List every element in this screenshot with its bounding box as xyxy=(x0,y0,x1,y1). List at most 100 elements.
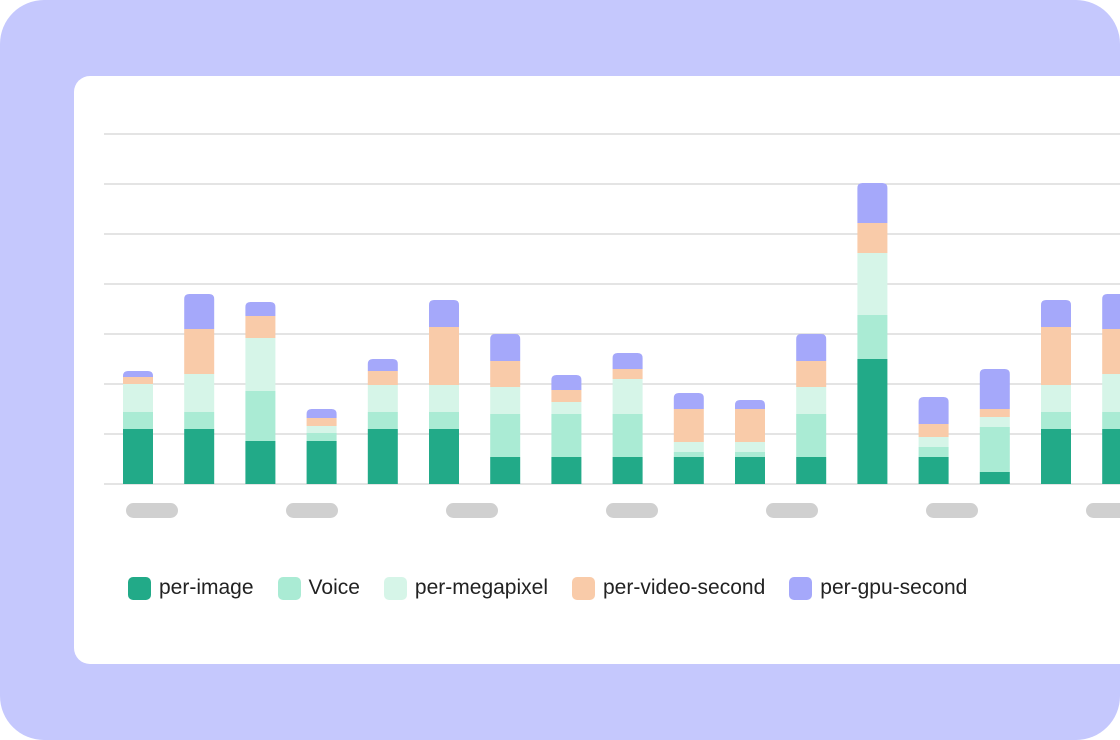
bar-segment-per-megapixel xyxy=(857,253,888,315)
legend-label: per-video-second xyxy=(603,576,766,599)
legend-label: per-megapixel xyxy=(414,576,548,599)
bar-segment-per-video-second xyxy=(367,371,398,385)
bar-segment-voice xyxy=(735,452,765,457)
x-tick-label-placeholder xyxy=(286,503,338,518)
bar-segment-per-gpu-second xyxy=(429,300,459,327)
bar-segment-per-megapixel xyxy=(184,374,215,412)
bar-segment-per-megapixel xyxy=(123,384,153,412)
bar-segment-per-image xyxy=(245,441,276,484)
bar-segment-voice xyxy=(429,412,459,429)
bar-segment-per-image xyxy=(367,429,398,484)
bar-segment-per-gpu-second xyxy=(673,393,704,409)
chart-card: per-image Voice per-megapixel per-video-… xyxy=(74,76,1120,664)
legend-item-per-image: per-image xyxy=(128,576,254,600)
bar-segment-per-image xyxy=(490,457,521,484)
x-tick-label-placeholder xyxy=(606,503,658,518)
bar-segment-per-video-second xyxy=(490,361,521,387)
bar-segment-voice xyxy=(367,412,398,429)
bar-segment-per-video-second xyxy=(979,409,1010,417)
bar-segment-voice xyxy=(673,452,704,457)
bar-segment-voice xyxy=(184,412,215,429)
bar-segment-per-megapixel xyxy=(1102,374,1120,412)
bar-segment-voice xyxy=(979,427,1010,472)
bar-stack xyxy=(184,294,215,484)
bar-segment-per-gpu-second xyxy=(857,183,888,223)
bar-segment-per-megapixel xyxy=(979,417,1010,427)
bar-stack xyxy=(918,397,949,484)
bar-segment-per-image xyxy=(1041,429,1071,484)
legend-item-per-gpu-second: per-gpu-second xyxy=(789,576,967,600)
x-tick-label-placeholder xyxy=(766,503,818,518)
bar-stack xyxy=(123,371,153,484)
legend-item-per-video-second: per-video-second xyxy=(572,576,765,600)
legend-swatch xyxy=(277,576,301,600)
bar-segment-per-gpu-second xyxy=(123,371,153,377)
bar-segment-per-video-second xyxy=(306,418,337,426)
bar-segment-per-image xyxy=(551,457,582,484)
bar-segment-per-image xyxy=(979,472,1010,484)
bar-segment-per-gpu-second xyxy=(367,359,398,371)
bar-stack xyxy=(245,302,276,484)
bar-segment-per-gpu-second xyxy=(245,302,276,316)
bar-segment-voice xyxy=(490,414,521,457)
legend-swatch xyxy=(572,576,595,600)
bar-stack xyxy=(1041,300,1071,484)
bar-segment-per-megapixel xyxy=(429,385,459,412)
bar-segment-voice xyxy=(245,391,276,441)
bar-stack xyxy=(429,300,459,484)
bar-segment-per-image xyxy=(735,457,765,484)
legend-label: per-image xyxy=(159,576,254,599)
bar-segment-voice xyxy=(612,414,643,457)
bar-segment-voice xyxy=(857,315,888,359)
bar-segment-per-megapixel xyxy=(551,402,582,414)
bar-segment-per-gpu-second xyxy=(735,400,765,409)
bar-segment-per-image xyxy=(857,359,888,484)
legend-swatch xyxy=(128,576,151,600)
bar-segment-per-video-second xyxy=(1041,327,1071,385)
bar-segment-per-image xyxy=(612,457,643,484)
bar-segment-per-image xyxy=(1102,429,1120,484)
bar-segment-per-gpu-second xyxy=(612,353,643,369)
bar-segment-per-image xyxy=(918,457,949,484)
bar-segment-per-video-second xyxy=(551,390,582,402)
legend-item-voice: Voice xyxy=(277,576,360,600)
x-tick-label-placeholder xyxy=(126,503,178,518)
bar-segment-per-megapixel xyxy=(918,437,949,447)
bar-segment-per-megapixel xyxy=(612,379,643,414)
bar-segment-per-gpu-second xyxy=(918,397,949,424)
bar-segment-per-video-second xyxy=(123,377,153,384)
chart-legend: per-image Voice per-megapixel per-video-… xyxy=(128,576,967,600)
bar-segment-per-megapixel xyxy=(490,387,521,414)
bar-segment-per-video-second xyxy=(429,327,459,385)
bar-segment-per-megapixel xyxy=(1041,385,1071,412)
bar-segment-per-video-second xyxy=(612,369,643,379)
legend-label: Voice xyxy=(308,576,360,599)
bar-stack xyxy=(979,369,1010,484)
legend-item-per-megapixel: per-megapixel xyxy=(383,576,548,600)
bar-segment-per-image xyxy=(673,457,704,484)
bar-segment-per-image xyxy=(184,429,215,484)
bar-segment-per-video-second xyxy=(735,409,765,442)
bar-segment-per-gpu-second xyxy=(551,375,582,390)
x-tick-label-placeholder xyxy=(1086,503,1120,518)
bar-stack xyxy=(306,409,337,484)
bar-segment-per-megapixel xyxy=(306,426,337,433)
bar-stack xyxy=(612,353,643,484)
bar-segment-per-video-second xyxy=(796,361,827,387)
bar-segment-per-video-second xyxy=(857,223,888,253)
bar-stack xyxy=(490,334,521,484)
bar-segment-voice xyxy=(918,447,949,457)
x-tick-label-placeholder xyxy=(446,503,498,518)
stacked-bar-chart xyxy=(104,133,1120,518)
bar-segment-per-megapixel xyxy=(245,338,276,391)
bar-segment-per-gpu-second xyxy=(796,334,827,361)
bar-segment-voice xyxy=(306,433,337,441)
bar-stack xyxy=(673,393,704,484)
bar-segment-per-image xyxy=(123,429,153,484)
legend-swatch xyxy=(383,576,407,600)
bar-stack xyxy=(735,400,765,484)
bar-segment-per-gpu-second xyxy=(306,409,337,418)
bar-segment-per-gpu-second xyxy=(979,369,1010,409)
bar-segment-per-gpu-second xyxy=(1102,294,1120,329)
